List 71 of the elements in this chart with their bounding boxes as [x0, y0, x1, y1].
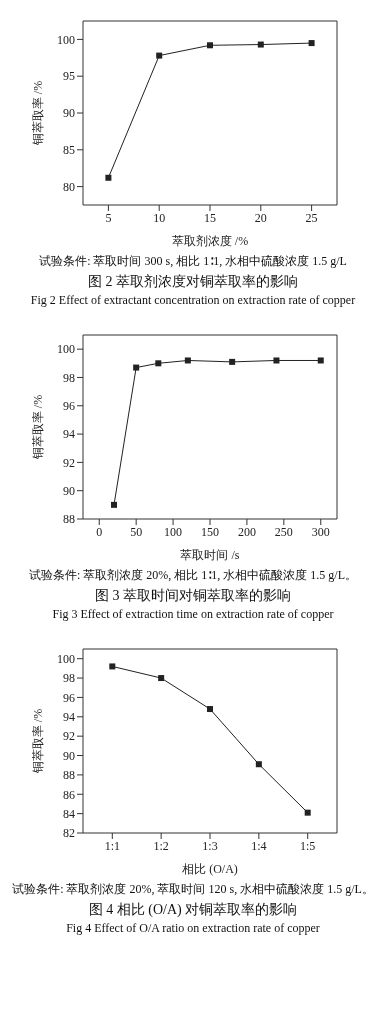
point	[207, 42, 213, 49]
point	[257, 41, 264, 48]
point	[184, 357, 191, 364]
point	[207, 706, 213, 713]
x-tick-label: 10	[153, 210, 166, 225]
x-axis-title: 萃取时间 /s	[180, 548, 240, 562]
y-axis-title: 铜萃取率 /%	[31, 394, 46, 461]
x-tick-label: 200	[237, 524, 256, 539]
y-axis-title: 铜萃取率 /%	[31, 80, 46, 147]
y-tick-label: 92	[63, 455, 75, 470]
text: Fig 3 Effect of extraction time on extraction rate of copper	[51, 607, 335, 622]
text: Fig 2 Effect of extractant concentration on extraction rate of copper	[29, 293, 357, 308]
text: 试验条件: 萃取剂浓度 20%, 萃取时间 120 s, 水相中硫酸浓度 1.5 g/L。	[12, 881, 374, 898]
y-tick-label: 90	[63, 106, 75, 121]
y-tick-label: 90	[63, 483, 75, 498]
x-tick-label: 150	[201, 524, 219, 539]
x-tick-label: 100	[164, 524, 183, 539]
x-tick-label: 20	[254, 210, 267, 225]
y-tick-label: 80	[63, 179, 75, 194]
point	[229, 358, 236, 365]
y-tick-label: 94	[63, 710, 75, 725]
point	[273, 357, 280, 364]
y-axis-title: 铜萃取率 /%	[31, 708, 46, 775]
x-tick-label: 50	[130, 524, 143, 539]
text: 试验条件: 萃取时间 300 s, 相比 1∶1, 水相中硫酸浓度 1.5 g/L	[38, 253, 348, 270]
y-tick-label: 92	[63, 729, 75, 744]
y-tick-label: 88	[63, 768, 75, 783]
text: Fig 4 Effect of O/A ratio on extraction rate of copper	[65, 921, 321, 936]
point	[158, 675, 165, 682]
x-tick-label: 1:4	[251, 838, 267, 853]
point	[304, 809, 311, 816]
x-axis-title: 萃取剂浓度 /%	[171, 234, 249, 248]
point	[156, 52, 163, 59]
text: 图 4 相比 (O/A) 对铜萃取率的影响	[87, 901, 299, 919]
point	[105, 174, 112, 181]
x-tick-label: 300	[311, 524, 330, 539]
x-tick-label: 1:3	[202, 838, 218, 853]
x-axis-title: 相比 (O/A)	[182, 862, 238, 876]
y-tick-label: 98	[63, 370, 75, 385]
x-tick-label: 5	[105, 210, 112, 225]
y-tick-label: 84	[63, 806, 75, 821]
x-tick-label: 1:2	[153, 838, 169, 853]
x-tick-label: 25	[305, 210, 318, 225]
point	[155, 360, 162, 367]
x-tick-label: 1:1	[104, 838, 120, 853]
y-tick-label: 88	[63, 512, 75, 527]
y-tick-label: 96	[63, 690, 75, 705]
text: 图 3 萃取时间对铜萃取率的影响	[94, 587, 292, 605]
point	[255, 761, 262, 768]
x-tick-label: 0	[96, 524, 103, 539]
y-tick-label: 98	[63, 671, 75, 686]
point	[109, 663, 116, 670]
y-tick-label: 86	[63, 787, 75, 802]
text: 试验条件: 萃取剂浓度 20%, 相比 1∶1, 水相中硫酸浓度 1.5 g/L。	[28, 567, 358, 584]
x-tick-label: 1:5	[300, 838, 316, 853]
text: 图 2 萃取剂浓度对铜萃取率的影响	[87, 273, 299, 291]
y-tick-label: 90	[63, 748, 75, 763]
y-tick-label: 96	[63, 399, 75, 414]
y-tick-label: 94	[63, 427, 75, 442]
point	[317, 357, 324, 364]
y-tick-label: 100	[57, 342, 75, 357]
x-tick-label: 250	[274, 524, 293, 539]
y-tick-label: 100	[57, 32, 75, 47]
y-tick-label: 95	[63, 69, 75, 84]
point	[133, 364, 140, 371]
y-tick-label: 85	[63, 143, 75, 158]
y-tick-label: 100	[57, 651, 75, 666]
x-tick-label: 15	[204, 210, 216, 225]
point	[308, 40, 315, 47]
y-tick-label: 82	[63, 826, 75, 841]
point	[111, 501, 118, 508]
